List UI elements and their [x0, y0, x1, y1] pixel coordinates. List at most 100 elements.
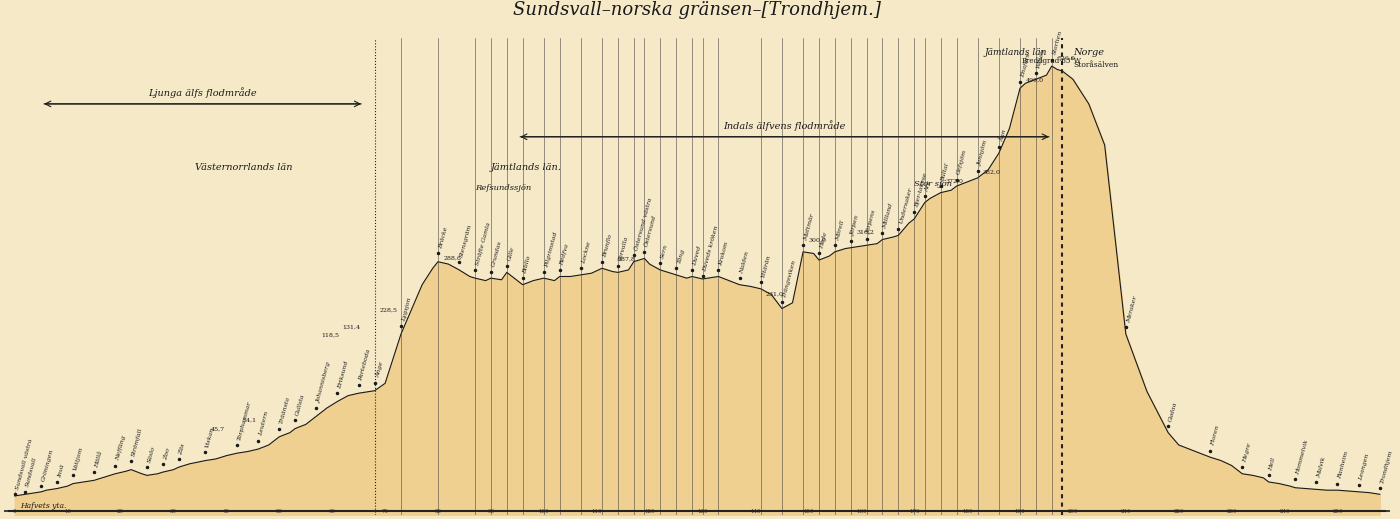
Text: Junnjöm: Junnjöm [977, 141, 990, 167]
Text: Ånn: Ånn [998, 129, 1008, 143]
Text: Eriksund: Eriksund [337, 360, 350, 389]
Text: Leangen: Leangen [1358, 454, 1371, 481]
Text: 230: 230 [1226, 509, 1236, 514]
Text: Bibllo: Bibllo [522, 255, 532, 274]
Text: Millland: Millland [882, 202, 895, 229]
Text: Enafors: Enafors [1021, 52, 1032, 78]
Text: Änge: Änge [375, 361, 385, 378]
Text: 140: 140 [750, 509, 760, 514]
Text: Bultal: Bultal [941, 162, 951, 182]
Text: Pilgrimstad: Pilgrimstad [543, 231, 559, 268]
Text: 288,6: 288,6 [444, 256, 461, 261]
Text: Gullsta: Gullsta [295, 393, 305, 416]
Text: Säslo: Säslo [147, 445, 157, 463]
Text: Järpen: Järpen [851, 215, 861, 237]
Text: Sundsvall–norska gränsen–[Trondhjem.]: Sundsvall–norska gränsen–[Trondhjem.] [514, 1, 881, 19]
Text: 20: 20 [118, 509, 125, 514]
Text: 190: 190 [1015, 509, 1025, 514]
Text: Gudaa: Gudaa [1168, 401, 1179, 422]
Text: 130: 130 [697, 509, 708, 514]
Text: Östersund västra: Östersund västra [634, 197, 652, 251]
Text: 100: 100 [539, 509, 549, 514]
Text: Sträfte Gamla: Sträfte Gamla [475, 222, 491, 266]
Text: 54,1: 54,1 [242, 417, 256, 422]
Text: Västernorrlands län: Västernorrlands län [195, 162, 293, 172]
Text: Bräcke: Bräcke [438, 226, 448, 249]
Text: 150: 150 [804, 509, 813, 514]
Text: 160: 160 [855, 509, 867, 514]
Text: Järpens: Järpens [867, 210, 878, 235]
Text: Gille: Gille [507, 246, 515, 262]
Text: Parteboda: Parteboda [358, 348, 372, 381]
Text: Jämtlands län.: Jämtlands län. [491, 162, 561, 172]
Text: Hede: Hede [819, 231, 829, 249]
Text: 220: 220 [1173, 509, 1184, 514]
Text: Brunflo: Brunflo [602, 234, 613, 257]
Text: 70: 70 [382, 509, 389, 514]
Text: Invä: Invä [57, 463, 66, 478]
Text: 300,0: 300,0 [808, 238, 826, 243]
Text: Träänsta: Träänsta [279, 396, 291, 425]
Text: Bjer-taksse: Bjer-taksse [914, 172, 928, 208]
Text: Lygsjon: Lygsjon [400, 297, 412, 322]
Text: 526,0: 526,0 [1057, 56, 1075, 61]
Text: 180: 180 [962, 509, 973, 514]
Text: 131,4: 131,4 [343, 324, 361, 329]
Text: Jämtlands län: Jämtlands län [984, 48, 1046, 57]
Text: 40: 40 [223, 509, 230, 514]
Text: Redfva: Redfva [560, 243, 570, 266]
Text: Lockne: Lockne [581, 241, 592, 264]
Text: Wlljon: Wlljon [1036, 48, 1046, 69]
Text: Trondhjem: Trondhjem [1380, 449, 1393, 484]
Text: 231,0: 231,0 [766, 291, 784, 296]
Text: Vattjom: Vattjom [73, 446, 84, 471]
Text: Storlien: Storlien [1051, 30, 1063, 56]
Text: Are: Are [925, 180, 932, 192]
Text: Stensgräm: Stensgräm [459, 223, 473, 257]
Text: Östersund: Östersund [644, 215, 658, 248]
Text: Hommelvik: Hommelvik [1295, 439, 1309, 475]
Text: Undersaker: Undersaker [899, 187, 913, 225]
Text: 382,0: 382,0 [983, 170, 1001, 175]
Text: Indals älfvens flodmråde: Indals älfvens flodmråde [724, 120, 846, 131]
Text: Mattmär: Mattmär [804, 213, 815, 241]
Text: Grundas: Grundas [491, 240, 503, 267]
Text: 110: 110 [591, 509, 602, 514]
Text: 10: 10 [64, 509, 71, 514]
Text: 372,0: 372,0 [946, 179, 965, 184]
Text: 200: 200 [1068, 509, 1078, 514]
Text: Storåsälven: Storåsälven [1072, 61, 1119, 69]
Text: 316,2: 316,2 [855, 230, 874, 235]
Text: Johannisberg: Johannisberg [316, 362, 332, 404]
Text: Hällå: Hällå [94, 450, 104, 468]
Text: Sundsvall: Sundsvall [25, 457, 38, 488]
Text: Duved: Duved [692, 245, 701, 266]
Text: Malvik: Malvik [1316, 456, 1327, 478]
Text: 250: 250 [1333, 509, 1343, 514]
Text: Yttärän: Yttärän [760, 254, 771, 278]
Text: 228,5: 228,5 [379, 308, 398, 313]
Text: 50: 50 [276, 509, 283, 514]
Text: 118,5: 118,5 [322, 333, 340, 337]
Text: Sundsvall västra: Sundsvall västra [15, 438, 34, 490]
Text: Ranheim: Ranheim [1337, 451, 1350, 480]
Text: Neffäng: Neffäng [115, 435, 127, 461]
Text: Refsundssjön: Refsundssjön [475, 184, 531, 192]
Text: Ljunga älfs flodmråde: Ljunga älfs flodmråde [148, 87, 256, 98]
Text: 499,0: 499,0 [1025, 78, 1043, 83]
Text: 170: 170 [909, 509, 920, 514]
Text: 287,8: 287,8 [617, 257, 636, 262]
Text: Hafvets yta.: Hafvets yta. [20, 502, 66, 510]
Text: Nalden: Nalden [739, 251, 750, 274]
Text: Torphammar: Torphammar [237, 400, 252, 441]
Text: 240: 240 [1280, 509, 1289, 514]
Text: 80: 80 [434, 509, 441, 514]
Text: Krokom: Krokom [718, 241, 729, 266]
Text: Breddgrad·63°W: Breddgrad·63°W [1022, 57, 1082, 65]
Text: 0: 0 [13, 509, 17, 514]
Text: 90: 90 [487, 509, 494, 514]
Text: Floren: Floren [1211, 425, 1221, 447]
Text: Hell: Hell [1268, 457, 1277, 471]
Text: Viskan: Viskan [206, 427, 216, 448]
Text: Norge: Norge [1072, 48, 1105, 57]
